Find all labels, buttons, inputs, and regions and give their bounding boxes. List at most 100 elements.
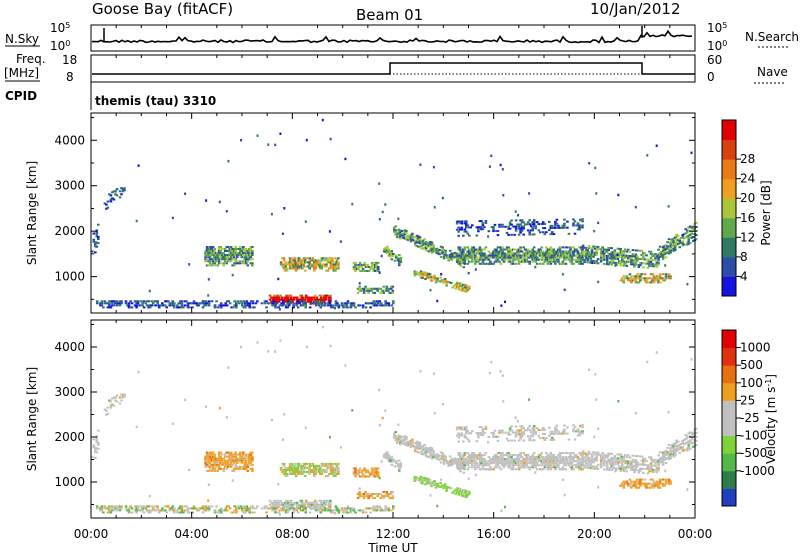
velocity-cell [523, 466, 527, 469]
velocity-cell [627, 484, 630, 487]
power-cell [108, 306, 111, 309]
power-cell [447, 255, 450, 258]
velocity-cell [492, 458, 495, 461]
velocity-cell [144, 507, 147, 510]
power-cell [425, 276, 429, 279]
velocity-cell [135, 509, 138, 512]
power-cell [301, 300, 304, 303]
power-cell [335, 267, 339, 270]
power-cell [543, 256, 547, 259]
velocity-cell [627, 462, 630, 465]
power-cell [213, 258, 216, 261]
colorbar-segment [722, 120, 736, 141]
velocity-cell [649, 466, 653, 469]
velocity-cell [293, 464, 296, 467]
power-cell [633, 263, 636, 266]
velocity-cell [302, 505, 306, 508]
power-cell [616, 247, 620, 250]
velocity-cell [546, 462, 550, 465]
power-cell [507, 227, 510, 230]
velocity-cell [150, 509, 153, 512]
velocity-cell [661, 457, 665, 460]
power-cell [373, 304, 377, 307]
velocity-cell [493, 466, 497, 469]
velocity-cell [548, 460, 551, 463]
power-cell [354, 270, 357, 272]
velocity-cell [557, 466, 560, 469]
velocity-cell [561, 466, 565, 469]
power-cell [549, 252, 553, 255]
velocity-cell [364, 511, 368, 514]
velocity-cell [543, 433, 547, 435]
velocity-cell [242, 453, 245, 456]
power-cell [231, 306, 235, 309]
power-cell [440, 273, 443, 276]
velocity-cell [283, 505, 287, 508]
velocity-cell [403, 443, 407, 446]
power-cell [523, 258, 527, 261]
power-cell [599, 258, 603, 261]
velocity-cell [463, 454, 467, 457]
power-cell [489, 260, 492, 263]
power-cell [645, 281, 648, 284]
velocity-cell [103, 507, 107, 510]
power-cell [672, 249, 675, 252]
power-cell [286, 296, 290, 299]
velocity-cell [120, 393, 123, 396]
velocity-cell [477, 434, 480, 437]
power-cell [593, 247, 597, 250]
velocity-cell [618, 465, 621, 468]
power-cell [305, 261, 308, 264]
velocity-cell [239, 459, 242, 462]
power-cell [492, 254, 495, 257]
velocity-cell [613, 457, 617, 460]
power-cell [241, 302, 244, 305]
power-cell [317, 259, 321, 262]
velocity-cell [457, 440, 460, 443]
power-cell [214, 252, 218, 255]
velocity-cell [573, 464, 577, 467]
power-cell [331, 257, 334, 260]
y-tick-label: 2000 [54, 224, 85, 238]
power-cell [505, 246, 509, 249]
velocity-cell [138, 509, 141, 512]
power-cell [460, 222, 463, 225]
velocity-cell [99, 507, 102, 510]
power-cell [689, 225, 692, 228]
power-cell [557, 226, 560, 229]
power-cell [207, 302, 211, 305]
velocity-cell [661, 484, 665, 487]
velocity-cell [573, 456, 577, 459]
power-cell [398, 254, 401, 256]
power-cell [337, 261, 340, 264]
power-cell [303, 259, 307, 262]
velocity-cell [334, 468, 337, 471]
power-cell [648, 281, 651, 284]
power-cell [555, 222, 559, 225]
velocity-cell [288, 471, 292, 473]
velocity-cell [534, 471, 537, 474]
velocity-cell [642, 459, 645, 462]
velocity-cell [358, 487, 361, 490]
velocity-cell [309, 503, 312, 506]
power-cell [375, 300, 378, 303]
velocity-cell [621, 459, 624, 462]
power-cell [373, 291, 376, 294]
velocity-cell [345, 509, 348, 512]
power-cell [563, 288, 566, 292]
velocity-cell [305, 462, 308, 465]
velocity-cell [370, 493, 373, 495]
power-cell [475, 226, 479, 229]
velocity-cell [343, 507, 347, 510]
velocity-cell [301, 501, 305, 504]
power-cell [153, 304, 156, 307]
power-cell [633, 259, 636, 262]
velocity-cell [498, 462, 501, 465]
velocity-cell [321, 503, 325, 506]
power-cell [213, 248, 216, 250]
power-cell [622, 250, 626, 253]
power-cell [346, 302, 350, 305]
power-cell [682, 243, 686, 246]
power-cell [545, 256, 548, 259]
power-cell [599, 250, 603, 253]
